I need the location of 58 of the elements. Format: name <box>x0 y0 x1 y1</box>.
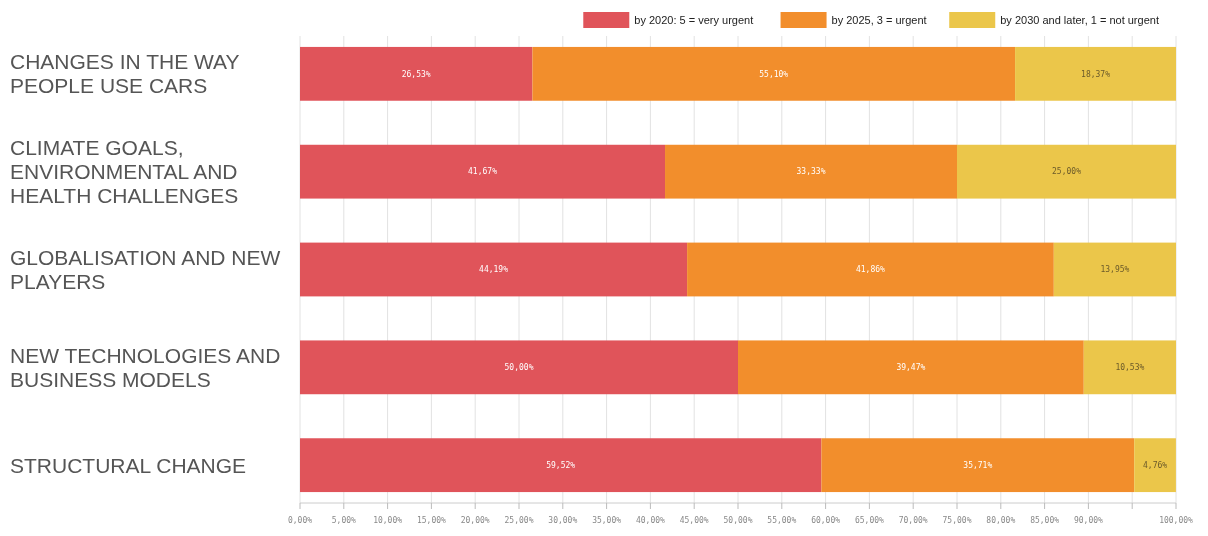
x-tick-label: 5,00% <box>331 516 357 525</box>
data-label: 18,37% <box>1081 69 1111 79</box>
bar <box>687 242 1054 297</box>
bar <box>1134 438 1176 493</box>
x-tick-label: 70,00% <box>898 516 928 525</box>
y-tick-label: NEW TECHNOLOGIES AND BUSINESS MODELS <box>10 343 281 391</box>
bar <box>300 340 738 395</box>
x-tick-label: 100,00% <box>1159 516 1194 525</box>
x-tick-label: 30,00% <box>548 516 578 525</box>
data-label: 25,00% <box>1052 167 1082 177</box>
bar <box>1083 340 1176 395</box>
x-tick-label: 50,00% <box>723 516 753 525</box>
bar <box>300 438 822 493</box>
bar <box>300 144 666 199</box>
x-tick-label: 10,00% <box>373 516 403 525</box>
data-label: 35,71% <box>963 460 993 470</box>
data-label: 39,47% <box>896 363 926 373</box>
x-tick-label: 35,00% <box>592 516 622 525</box>
data-label: 41,67% <box>468 167 498 177</box>
x-tick-label: 45,00% <box>679 516 709 525</box>
data-label: 50,00% <box>504 363 534 373</box>
legend-label: by 2030 and later, 1 = not urgent <box>1000 13 1159 26</box>
data-label: 55,10% <box>759 69 789 79</box>
x-tick-label: 55,00% <box>767 516 797 525</box>
x-tick-label: 15,00% <box>416 516 447 525</box>
data-label: 41,86% <box>856 265 886 275</box>
bar <box>300 242 688 297</box>
data-label: 44,19% <box>479 265 509 275</box>
y-tick-label: GLOBALISATION AND NEW PLAYERS <box>10 245 281 293</box>
data-label: 33,33% <box>796 167 826 177</box>
x-tick-label: 0,00% <box>287 516 313 525</box>
bar <box>300 46 533 101</box>
data-label: 4,76% <box>1143 460 1168 470</box>
x-tick-label: 20,00% <box>460 516 490 525</box>
x-tick-label: 85,00% <box>1030 516 1060 525</box>
data-label: 10,53% <box>1115 363 1145 373</box>
bar <box>738 340 1084 395</box>
data-label: 26,53% <box>401 69 431 79</box>
y-tick-label: CLIMATE GOALS, ENVIRONMENTAL AND HEALTH CHALLENGES <box>10 135 239 208</box>
y-tick-label: CHANGES IN THE WAY PEOPLE USE CARS <box>10 50 240 98</box>
x-tick-label: 65,00% <box>854 516 885 525</box>
x-tick-label: 40,00% <box>635 516 666 525</box>
data-label: 13,95% <box>1100 265 1130 275</box>
legend-label: by 2025, 3 = urgent <box>831 13 927 26</box>
x-tick-label: 90,00% <box>1073 516 1104 525</box>
bar <box>1053 242 1176 297</box>
bar <box>821 438 1135 493</box>
x-tick-label: 75,00% <box>942 516 972 525</box>
data-label: 59,52% <box>546 460 576 470</box>
legend-label: by 2020: 5 = very urgent <box>634 13 754 26</box>
y-tick-label: STRUCTURAL CHANGE <box>10 453 247 477</box>
bar <box>665 144 957 199</box>
x-tick-label: 80,00% <box>986 516 1016 525</box>
bar <box>1015 46 1176 101</box>
x-tick-label: 60,00% <box>811 516 841 525</box>
x-tick-label: 25,00% <box>504 516 534 525</box>
bar <box>957 144 1176 199</box>
bar <box>532 46 1016 101</box>
